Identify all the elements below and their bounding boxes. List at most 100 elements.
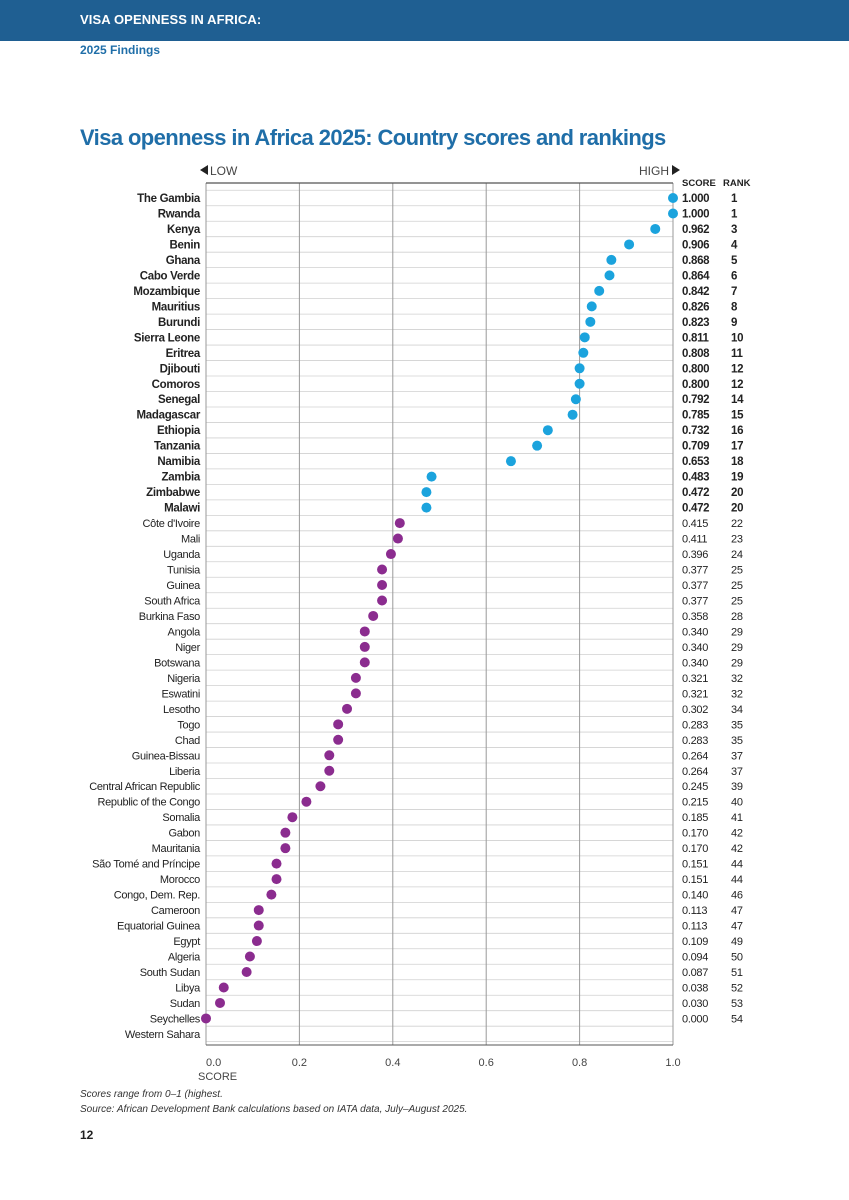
score-value: 1.000	[682, 193, 709, 205]
score-value: 0.472	[682, 487, 709, 499]
score-dot	[532, 440, 543, 451]
score-value: 0.087	[682, 967, 708, 979]
score-dot	[324, 750, 335, 761]
country-label: Niger	[175, 642, 200, 654]
score-value: 0.283	[682, 719, 708, 731]
score-value: 0.094	[682, 952, 708, 964]
score-dot	[586, 301, 597, 312]
rank-value: 34	[731, 704, 743, 716]
score-dot	[241, 967, 252, 977]
score-dot	[287, 812, 298, 823]
score-value: 0.264	[682, 750, 708, 762]
country-label: Madagascar	[137, 410, 201, 422]
rank-value: 11	[731, 348, 743, 360]
score-value: 0.302	[682, 704, 708, 716]
country-label: Uganda	[163, 549, 201, 561]
country-label: South Sudan	[140, 967, 200, 979]
rank-value: 35	[731, 719, 743, 731]
score-dot	[333, 734, 344, 745]
country-label: Mali	[181, 534, 200, 546]
score-dot	[280, 827, 291, 838]
x-axis-label: SCORE	[198, 1071, 237, 1083]
rank-value: 29	[731, 626, 743, 638]
score-dot	[368, 610, 379, 621]
score-value: 0.358	[682, 611, 708, 623]
score-dot	[392, 533, 403, 544]
rank-value: 8	[731, 301, 738, 313]
score-dot	[426, 471, 437, 482]
rank-value: 47	[731, 905, 743, 917]
rank-value: 7	[731, 286, 737, 298]
rank-value: 32	[731, 673, 743, 685]
score-value: 0.826	[682, 301, 709, 313]
country-label: Eritrea	[166, 348, 201, 360]
score-value: 0.785	[682, 410, 710, 422]
rank-value: 44	[731, 859, 743, 871]
country-label: Cameroon	[151, 905, 200, 917]
country-label: Morocco	[160, 874, 200, 886]
rank-value: 42	[731, 828, 743, 840]
rank-value: 53	[731, 998, 743, 1010]
rank-value: 52	[731, 982, 743, 994]
report-subtitle: 2025 Findings	[80, 43, 161, 57]
score-dot	[301, 796, 312, 807]
country-label: Kenya	[167, 224, 201, 236]
score-dot	[505, 456, 516, 467]
country-label: Togo	[177, 719, 200, 731]
page-number: 12	[80, 1128, 94, 1142]
country-label: Nigeria	[167, 673, 201, 685]
country-label: Western Sahara	[125, 1029, 201, 1041]
score-value: 0.808	[682, 348, 710, 360]
rank-value: 37	[731, 750, 743, 762]
country-label: Cabo Verde	[140, 270, 200, 282]
score-dot	[624, 239, 635, 250]
score-value: 0.109	[682, 936, 708, 948]
score-value: 0.709	[682, 441, 709, 453]
score-value: 0.321	[682, 673, 708, 685]
country-label: Republic of the Congo	[97, 797, 200, 809]
country-label: Libya	[175, 982, 201, 994]
score-value: 0.140	[682, 890, 708, 902]
rank-value: 29	[731, 642, 743, 654]
score-dot	[350, 672, 361, 683]
rank-value: 23	[731, 534, 743, 546]
source-note: Source: African Development Bank calcula…	[80, 1104, 468, 1115]
rank-value: 42	[731, 843, 743, 855]
country-label: Seychelles	[150, 1013, 201, 1025]
score-dot	[215, 997, 226, 1008]
score-dot	[350, 688, 361, 699]
score-dot	[271, 874, 282, 885]
score-value: 0.868	[682, 255, 710, 267]
score-dot	[218, 982, 229, 993]
country-label: Senegal	[158, 394, 200, 406]
score-value: 0.800	[682, 363, 709, 375]
score-value: 0.321	[682, 688, 708, 700]
score-value: 0.842	[682, 286, 709, 298]
country-label: Guinea-Bissau	[132, 750, 200, 762]
country-label: Mozambique	[133, 286, 200, 298]
country-label: Sierra Leone	[134, 332, 200, 344]
score-value: 0.792	[682, 394, 709, 406]
country-label: Benin	[170, 239, 201, 251]
score-value: 0.377	[682, 595, 708, 607]
rank-value: 32	[731, 688, 743, 700]
score-dot	[668, 193, 678, 203]
score-value: 0.000	[682, 1013, 708, 1025]
x-tick-label: 0.2	[292, 1057, 307, 1069]
score-dot	[253, 920, 264, 931]
rank-value: 41	[731, 812, 743, 824]
country-label: Egypt	[173, 936, 200, 948]
score-dot	[244, 951, 255, 962]
rank-value: 1	[731, 208, 738, 220]
score-value: 0.653	[682, 456, 709, 468]
score-dot	[385, 549, 396, 560]
rank-column-header: RANK	[723, 178, 751, 189]
rank-value: 15	[731, 410, 744, 422]
score-dot	[567, 409, 578, 420]
score-dot	[585, 316, 596, 327]
rank-value: 6	[731, 270, 737, 282]
score-dot	[324, 765, 335, 776]
rank-value: 25	[731, 580, 743, 592]
rank-value: 10	[731, 332, 743, 344]
country-label: Guinea	[166, 580, 201, 592]
